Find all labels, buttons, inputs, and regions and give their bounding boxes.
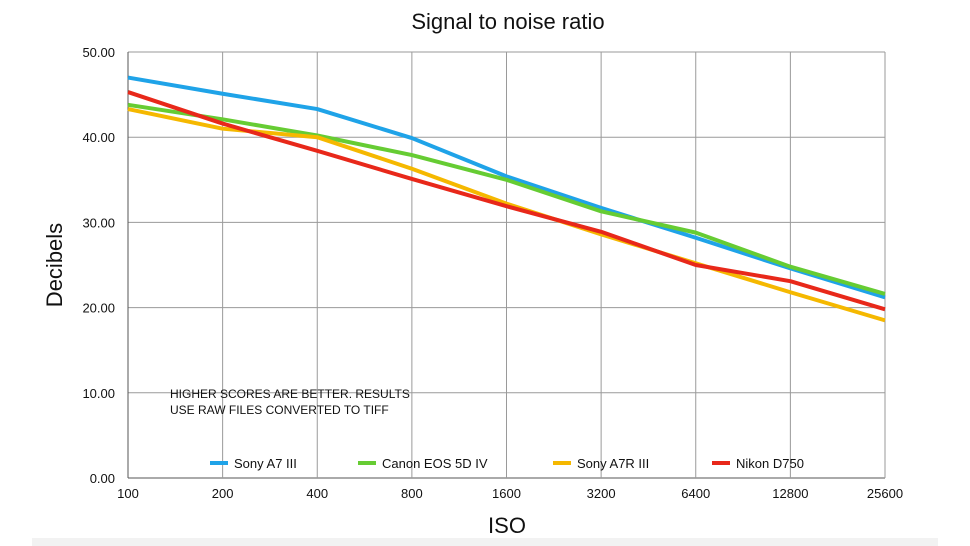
series-line-1 [127,75,886,300]
x-tick-label: 6400 [681,486,710,501]
legend: Sony A7 III Canon EOS 5D IV Sony A7R III Ni… [210,456,804,471]
legend-label: Sony A7 III [234,456,297,471]
x-axis-title: ISO [488,513,526,538]
x-tick-label: 1600 [492,486,521,501]
chart-title: Signal to noise ratio [411,9,604,34]
tick-labels: 0.00 10.00 20.00 30.00 40.00 50.00 100 200 400 80… [82,45,903,501]
series-line-4 [127,90,886,312]
annotation-line-2: USE RAW FILES CONVERTED TO TIFF [170,403,389,417]
annotation: HIGHER SCORES ARE BETTER. RESULTS USE RA… [170,387,410,417]
legend-label: Canon EOS 5D IV [382,456,488,471]
series-group [127,75,886,323]
y-tick-label: 20.00 [82,301,115,316]
annotation-line-1: HIGHER SCORES ARE BETTER. RESULTS [170,387,410,401]
y-tick-label: 30.00 [82,215,115,230]
y-axis-title: Decibels [42,223,67,307]
legend-label: Sony A7R III [577,456,649,471]
y-tick-label: 40.00 [82,130,115,145]
x-tick-label: 100 [117,486,139,501]
x-tick-label: 25600 [867,486,903,501]
x-tick-label: 800 [401,486,423,501]
y-tick-label: 10.00 [82,386,115,401]
x-tick-label: 200 [212,486,234,501]
x-tick-label: 3200 [587,486,616,501]
bottom-shade [32,538,938,546]
x-tick-label: 12800 [772,486,808,501]
series-line-2 [127,102,886,296]
y-tick-label: 0.00 [90,471,115,486]
y-tick-label: 50.00 [82,45,115,60]
x-tick-label: 400 [306,486,328,501]
legend-label: Nikon D750 [736,456,804,471]
